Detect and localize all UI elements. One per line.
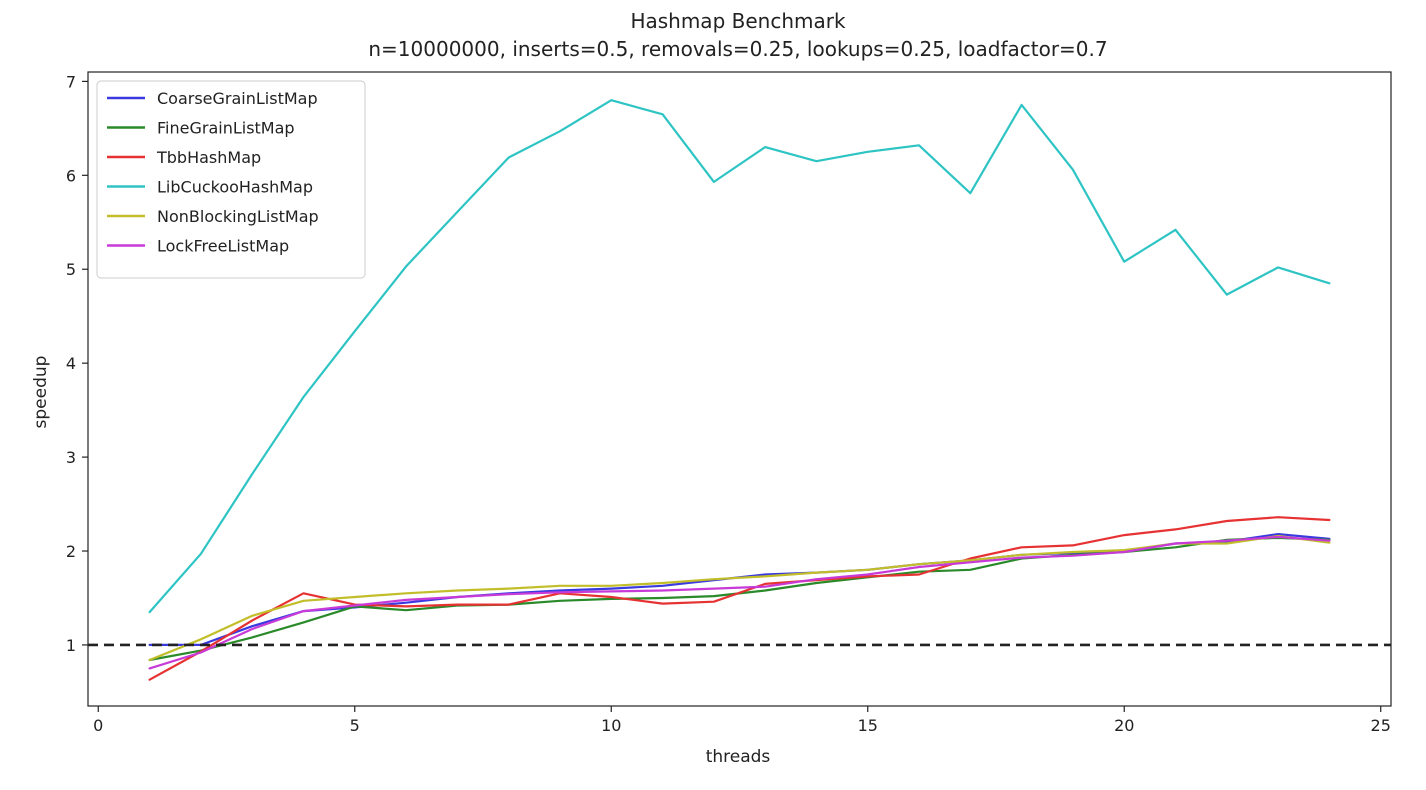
legend-label-lib-cuckoo-hash-map: LibCuckooHashMap [157, 178, 313, 197]
legend: CoarseGrainListMap FineGrainListMap TbbHas… [96, 80, 366, 279]
y-tick-label-6: 6 [66, 166, 76, 185]
plot-frame [87, 71, 1392, 707]
legend-box [96, 80, 366, 279]
plot-area: 0 5 10 15 20 25 1 2 3 4 5 6 7 [66, 71, 1392, 735]
legend-label-lock-free-list-map: LockFreeListMap [157, 237, 289, 256]
y-tick-label-1: 1 [66, 636, 76, 655]
x-tick-label-0: 0 [93, 716, 103, 735]
series-line-coarse-grain-list-map [148, 532, 1331, 647]
y-tick-label-3: 3 [66, 448, 76, 467]
series-line-lock-free-list-map [148, 535, 1331, 670]
series-line-lib-cuckoo-hash-map [148, 99, 1331, 614]
x-tick-label-25: 25 [1371, 716, 1391, 735]
chart-title: Hashmap Benchmark [630, 9, 846, 33]
y-tick-label-4: 4 [66, 354, 76, 373]
legend-label-non-blocking-list-map: NonBlockingListMap [157, 207, 319, 226]
chart-subtitle: n=10000000, inserts=0.5, removals=0.25, … [368, 37, 1107, 61]
y-tick-label-7: 7 [66, 72, 76, 91]
x-tick-label-10: 10 [601, 716, 621, 735]
legend-label-tbb-hash-map: TbbHashMap [156, 148, 261, 167]
y-axis-label: speedup [31, 356, 51, 429]
legend-label-fine-grain-list-map: FineGrainListMap [157, 119, 295, 138]
series-line-tbb-hash-map [148, 516, 1331, 681]
x-tick-label-20: 20 [1114, 716, 1134, 735]
x-tick-label-15: 15 [858, 716, 878, 735]
y-tick-label-2: 2 [66, 542, 76, 561]
x-tick-label-5: 5 [350, 716, 360, 735]
y-tick-label-5: 5 [66, 260, 76, 279]
x-axis-label: threads [706, 747, 771, 767]
series-line-non-blocking-list-map [148, 534, 1331, 662]
legend-label-coarse-grain-list-map: CoarseGrainListMap [157, 89, 318, 108]
